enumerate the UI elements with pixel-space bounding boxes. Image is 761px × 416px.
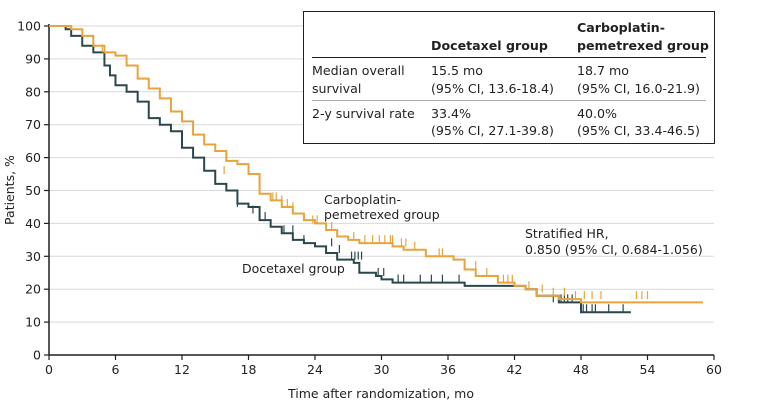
x-tick-label: 54 [640,362,656,377]
table-header-carbo-line1: Carboplatin- [577,20,665,35]
row-2y-label: 2-y survival rate [312,106,415,121]
table-header-carbo-line2: pemetrexed group [577,38,709,53]
row-median-docetaxel-ci: (95% CI, 13.6-18.4) [431,81,554,96]
hr-annotation-line2: 0.850 (95% CI, 0.684-1.056) [525,242,703,257]
y-tick-label: 10 [25,315,41,330]
docetaxel-curve [49,25,631,314]
y-tick-label: 60 [25,150,41,165]
y-tick-label: 0 [33,348,41,363]
y-tick-label: 100 [17,19,41,34]
x-tick-label: 0 [45,362,53,377]
row-median-label-line2: survival [312,81,362,96]
y-tick-label: 80 [25,84,41,99]
row-median-label-line1: Median overall [312,63,405,78]
header-rule [312,57,706,58]
x-tick-label: 6 [112,362,120,377]
y-tick-label: 40 [25,216,41,231]
row-2y-carbo-value: 40.0% [577,106,618,121]
x-axis-title: Time after randomization, mo [287,386,474,401]
y-tick-label: 70 [25,117,41,132]
y-axis-title: Patients, % [2,155,17,225]
x-tick-label: 36 [440,362,456,377]
carbo-curve-label-line1: Carboplatin- [324,192,401,207]
carbo-curve-label-line2: pemetrexed group [324,207,440,222]
row-2y-docetaxel-value: 33.4% [431,106,472,121]
y-tick-label: 90 [25,51,41,66]
row-median-carbo-ci: (95% CI, 16.0-21.9) [577,81,700,96]
x-tick-label: 48 [573,362,589,377]
summary-table: Docetaxel group Carboplatin- pemetrexed … [303,11,715,144]
row-rule [312,100,706,101]
row-median-docetaxel-value: 15.5 mo [431,63,484,78]
carbo-curve [49,25,703,304]
row-2y-carbo-ci: (95% CI, 33.4-46.5) [577,123,700,138]
x-tick-label: 24 [307,362,323,377]
row-median-carbo-value: 18.7 mo [577,63,630,78]
y-tick-label: 50 [25,183,41,198]
docetaxel-curve-label: Docetaxel group [242,261,345,276]
x-tick-label: 18 [241,362,257,377]
row-2y-docetaxel-ci: (95% CI, 27.1-39.8) [431,123,554,138]
y-tick-label: 30 [25,249,41,264]
hr-annotation-line1: Stratified HR, [525,226,609,241]
table-header-docetaxel: Docetaxel group [431,38,548,53]
x-tick-label: 12 [174,362,190,377]
x-tick-label: 30 [374,362,390,377]
x-tick-label: 42 [507,362,523,377]
x-tick-label: 60 [706,362,722,377]
y-tick-label: 20 [25,282,41,297]
